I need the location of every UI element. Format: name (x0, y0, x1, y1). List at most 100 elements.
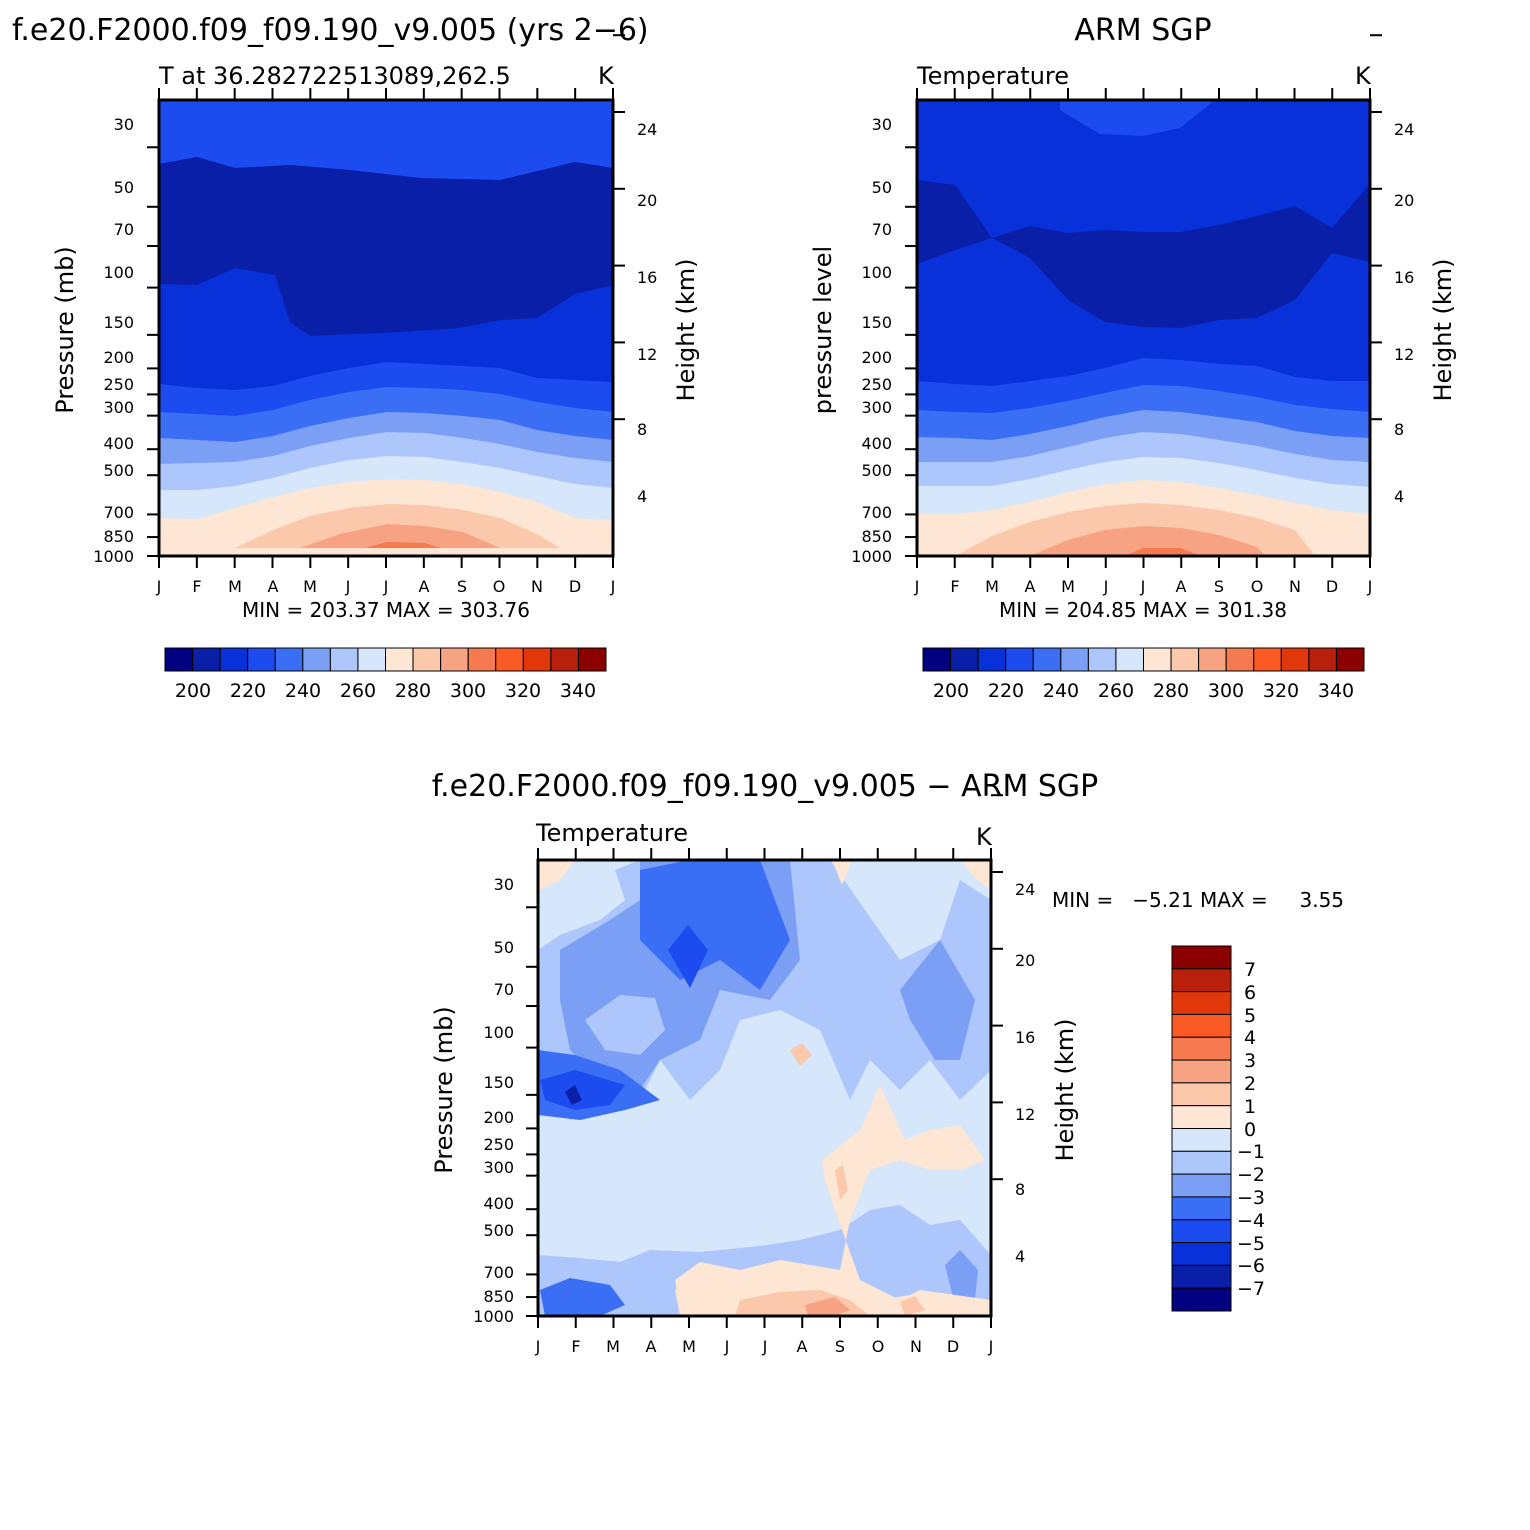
x-tick-label: D (569, 577, 581, 596)
y-tick-label: 30 (114, 115, 134, 134)
y-tick-label: 850 (483, 1287, 514, 1306)
colorbar-swatch (550, 647, 579, 672)
colorbar-tick-label: 2 (1244, 1073, 1256, 1095)
x-tick-label: A (797, 1337, 808, 1356)
x-tick-label: N (531, 577, 543, 596)
y-tick-label: 850 (861, 527, 892, 546)
colorbar-swatch (495, 647, 524, 672)
colorbar-tick-label: −3 (1237, 1187, 1265, 1209)
minmax-obs: MIN = 204.85 MAX = 301.38 (999, 598, 1287, 622)
colorbar-swatch (219, 647, 249, 672)
colorbar-swatch (1170, 647, 1200, 672)
colorbar-swatch (1032, 647, 1062, 672)
colorbar-tick-label: 300 (450, 680, 486, 702)
colorbar-tick-label: 320 (505, 680, 541, 702)
y-tick-label: 1000 (473, 1307, 514, 1326)
colorbar-tick-label: 280 (395, 680, 431, 702)
colorbar-tick-label: −6 (1237, 1255, 1265, 1277)
colorbar-swatch (1253, 647, 1282, 672)
y2-tick-label: 8 (637, 420, 647, 439)
y-tick-label: 50 (114, 178, 134, 197)
colorbar-tick-label: 320 (1263, 680, 1299, 702)
colorbar-swatch (302, 647, 331, 672)
y-tick-label: 700 (103, 503, 134, 522)
y2-tick-label: 8 (1394, 420, 1404, 439)
y2-axis-obs: 4 8 12 16 20 24 (1394, 120, 1414, 506)
x-tick-label: J (724, 1337, 730, 1356)
x-tick-label: F (192, 577, 201, 596)
colorbar-tick-label: −7 (1237, 1278, 1265, 1300)
y2-tick-label: 12 (1015, 1105, 1035, 1124)
contour-fill-diff-p1b (832, 860, 852, 885)
y2-tick-label: 4 (637, 487, 647, 506)
tick-marks-2 (526, 794, 1003, 1328)
x-axis-obs: J F M A M J J A S O N D J (914, 577, 1373, 596)
x-tick-label: M (1061, 577, 1075, 596)
x-tick-label: J (156, 577, 162, 596)
y-tick-label: 150 (861, 313, 892, 332)
subtitle-left-model: T at 36.282722513089,262.5 (158, 62, 511, 90)
y2-tick-label: 4 (1394, 487, 1404, 506)
colorbar-swatch (412, 647, 442, 672)
y-tick-label: 50 (872, 178, 892, 197)
y2-tick-label: 24 (1015, 880, 1035, 899)
colorbar-swatch (950, 647, 979, 672)
colorbar-swatch (1171, 1287, 1232, 1312)
colorbar-tick-label: 220 (988, 680, 1024, 702)
y2-axis-title-obs: Height (km) (1429, 259, 1457, 402)
subtitle-left-diff: Temperature (535, 819, 688, 847)
colorbar-swatches-1 (922, 647, 1365, 672)
y2-tick-label: 12 (637, 345, 657, 364)
x-tick-label: S (835, 1337, 845, 1356)
minmax-diff: MIN = −5.21 MAX = 3.55 (1052, 888, 1344, 912)
colorbar-swatches-0 (164, 647, 607, 672)
y-tick-label: 250 (483, 1135, 514, 1154)
contour-fill-model-210 (159, 100, 613, 180)
colorbar-swatch (1087, 647, 1117, 672)
colorbar-swatch (1171, 1128, 1232, 1152)
x-tick-label: A (268, 577, 279, 596)
y-tick-label: 200 (861, 348, 892, 367)
x-tick-label: J (383, 577, 389, 596)
colorbar-tick-label: −4 (1237, 1210, 1265, 1232)
colorbar-swatch (164, 647, 194, 672)
colorbar-swatch (1308, 647, 1337, 672)
units-obs: K (1355, 62, 1372, 90)
y-tick-label: 700 (861, 503, 892, 522)
contour-fill-diff-n5 (668, 925, 708, 988)
y-tick-label: 100 (103, 263, 134, 282)
y2-tick-label: 20 (1394, 191, 1414, 210)
panel-obs: ARM SGP Temperature K J F M A M J J A (809, 13, 1457, 702)
units-diff: K (976, 823, 993, 851)
contour-fill-model-300 (300, 524, 500, 548)
colorbar-swatch (1171, 1242, 1232, 1266)
contour-fill-diff-p2b (900, 1296, 925, 1316)
x-axis-model: J F M A M J J A S O N D J (156, 577, 616, 596)
y2-tick-label: 16 (1394, 268, 1414, 287)
y-tick-label: 30 (872, 115, 892, 134)
x-tick-label: M (606, 1337, 620, 1356)
y-axis-obs: 30 50 70 100 150 200 250 300 400 500 700… (851, 115, 892, 566)
x-tick-label: M (682, 1337, 696, 1356)
x-tick-label: F (571, 1337, 580, 1356)
colorbar-swatch (1171, 968, 1232, 993)
colorbar-tick-label: 0 (1244, 1119, 1256, 1141)
colorbar-tick-label: −1 (1237, 1141, 1265, 1163)
y2-tick-label: 12 (1394, 345, 1414, 364)
y2-tick-label: 16 (1015, 1028, 1035, 1047)
y-tick-label: 150 (103, 313, 134, 332)
tick-marks-0 (147, 34, 625, 568)
x-tick-label: J (1103, 577, 1109, 596)
colorbar-tick-label: 280 (1153, 680, 1189, 702)
colorbar-tick-label: −5 (1237, 1233, 1265, 1255)
x-tick-label: J (762, 1337, 768, 1356)
colorbar-swatch (467, 647, 497, 672)
x-tick-label: O (1251, 577, 1264, 596)
y2-tick-label: 16 (637, 268, 657, 287)
y-tick-label: 300 (861, 398, 892, 417)
panel-title-model: f.e20.F2000.f09_f09.190_v9.005 (yrs 2−6) (12, 13, 649, 48)
x-tick-label: M (985, 577, 999, 596)
units-model: K (598, 62, 615, 90)
colorbar-tick-label: 300 (1208, 680, 1244, 702)
y2-tick-label: 24 (1394, 120, 1414, 139)
